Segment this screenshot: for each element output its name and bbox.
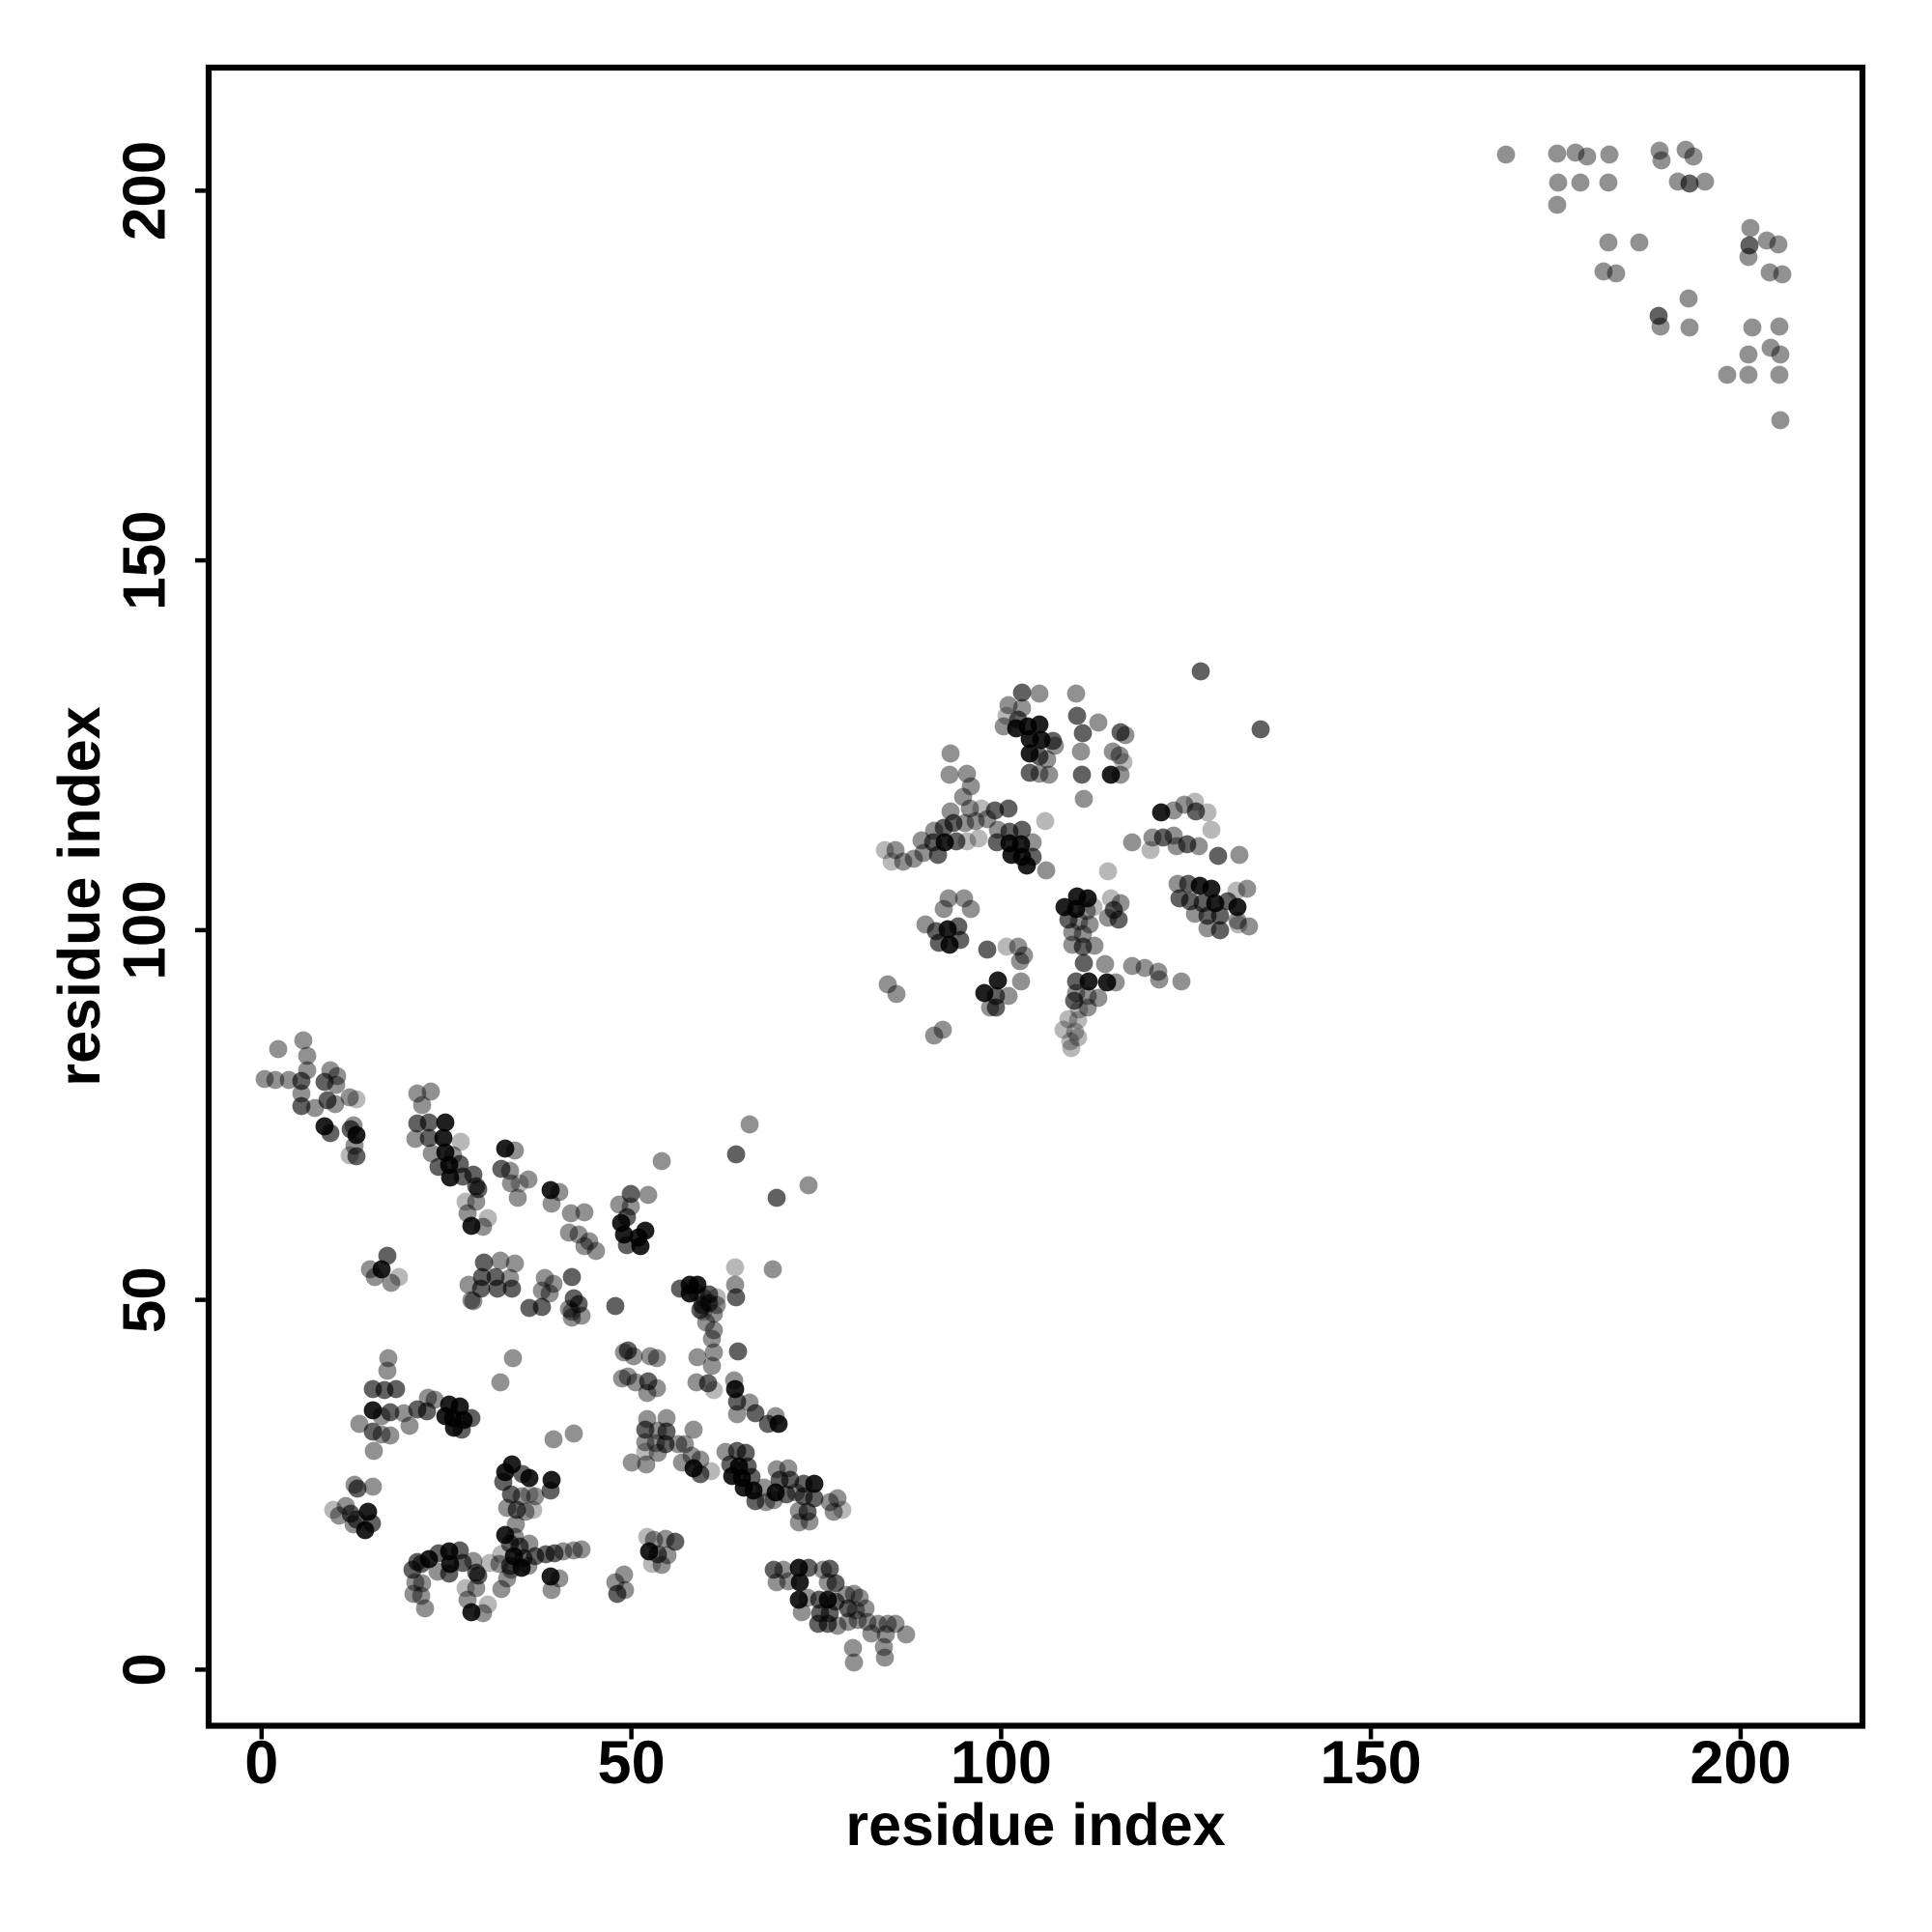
svg-text:100: 100 xyxy=(112,880,179,980)
svg-text:100: 100 xyxy=(951,1729,1052,1797)
svg-text:residue index: residue index xyxy=(845,1792,1225,1858)
svg-text:50: 50 xyxy=(598,1729,666,1797)
svg-text:0: 0 xyxy=(112,1653,179,1686)
svg-text:200: 200 xyxy=(1690,1729,1791,1797)
svg-text:150: 150 xyxy=(112,510,179,610)
svg-text:residue index: residue index xyxy=(46,706,112,1086)
svg-text:50: 50 xyxy=(112,1266,179,1333)
svg-text:150: 150 xyxy=(1321,1729,1422,1797)
svg-text:200: 200 xyxy=(112,141,179,241)
svg-text:0: 0 xyxy=(244,1729,278,1797)
